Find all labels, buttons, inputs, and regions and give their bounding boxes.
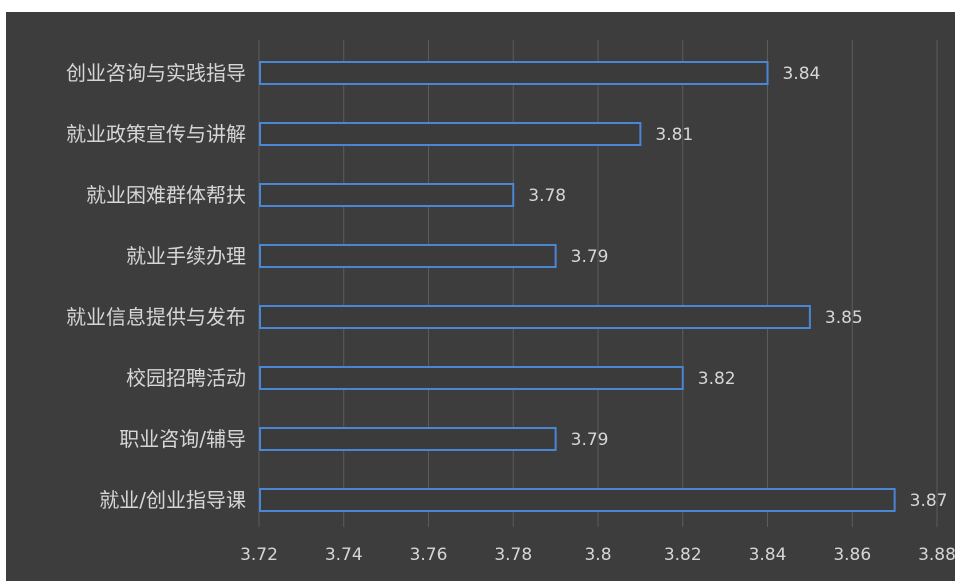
x-tick-label: 3.82: [664, 545, 702, 565]
value-label: 3.79: [571, 247, 609, 267]
x-tick-label: 3.88: [918, 545, 955, 565]
x-tick-label: 3.74: [325, 545, 363, 565]
x-tick-label: 3.84: [749, 545, 787, 565]
x-tick-label: 3.78: [494, 545, 532, 565]
category-label: 就业信息提供与发布: [66, 305, 246, 329]
chart-panel: 创业咨询与实践指导 就业政策宣传与讲解就业困难群体帮扶就业手续办理就业信息提供与发…: [6, 12, 955, 581]
value-label: 3.78: [528, 186, 566, 206]
category-label: 就业政策宣传与讲解: [66, 122, 246, 146]
bar: [259, 244, 557, 268]
x-tick-label: 3.86: [833, 545, 871, 565]
category-label: 就业手续办理: [126, 244, 246, 268]
x-tick-label: 3.72: [240, 545, 278, 565]
value-label: 3.81: [655, 125, 693, 145]
bar: [259, 183, 515, 207]
bar: [259, 61, 769, 85]
bar: [259, 427, 557, 451]
x-tick-label: 3.8: [584, 545, 611, 565]
bar-chart: 创业咨询与实践指导就业政策宣传与讲解就业困难群体帮扶就业手续办理就业信息提供与发…: [66, 40, 955, 565]
category-label: 就业困难群体帮扶: [86, 183, 246, 207]
bar: [259, 305, 811, 329]
bar: [259, 366, 684, 390]
bars: [259, 61, 896, 512]
category-label: 就业/创业指导课: [99, 488, 246, 512]
value-label: 3.79: [571, 430, 609, 450]
bar: [259, 488, 896, 512]
bar: [259, 122, 642, 146]
category-labels: 创业咨询与实践指导就业政策宣传与讲解就业困难群体帮扶就业手续办理就业信息提供与发…: [66, 61, 246, 512]
value-label: 3.85: [825, 308, 863, 328]
value-labels: 3.84 3.81 3.78 3.79 3.85 3.82 3.79 3.87: [528, 64, 947, 511]
value-label: 3.87: [910, 491, 948, 511]
category-label: 职业咨询/辅导: [119, 427, 246, 451]
value-label: 3.82: [698, 369, 736, 389]
category-label: 创业咨询与实践指导: [66, 61, 246, 85]
x-tick-label: 3.76: [410, 545, 448, 565]
gridlines: [258, 40, 938, 527]
category-label: 校园招聘活动: [126, 366, 246, 390]
x-axis-tick-labels: 3.72 3.74 3.76 3.78 3.8 3.82 3.84 3.86 3.88: [240, 545, 955, 565]
value-label: 3.84: [783, 64, 821, 84]
